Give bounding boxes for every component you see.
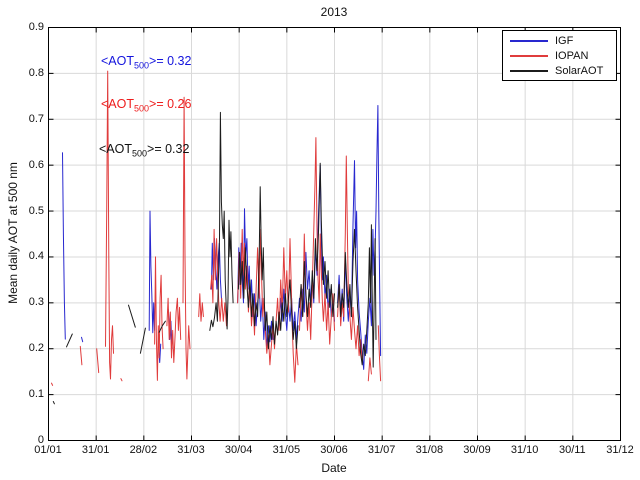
x-tick-label: 31/03: [177, 444, 205, 456]
series-igf: [148, 210, 156, 334]
series-igf: [210, 238, 223, 304]
y-tick-label: 0.9: [28, 21, 44, 33]
y-tick-label: 0: [37, 434, 44, 446]
x-tick-label: 30/09: [463, 444, 491, 456]
series-iopan: [166, 297, 182, 363]
mean-aot-annotation: <AOT500>= 0.32: [101, 54, 192, 71]
series-iopan: [154, 256, 164, 381]
legend-label: SolarAOT: [555, 64, 604, 77]
x-tick-label: 30/11: [558, 444, 586, 456]
legend-label: IGF: [555, 34, 574, 47]
series-solaraot: [128, 304, 136, 328]
series-solaraot: [237, 186, 299, 350]
y-tick-label: 0.6: [28, 158, 44, 171]
mean-aot-annotation: <AOT500>= 0.32: [99, 142, 190, 159]
mean-aot-annotation: <AOT500>= 0.26: [101, 97, 192, 114]
x-tick-label: 01/01: [34, 444, 62, 456]
series-solaraot: [52, 401, 55, 405]
x-axis-label: Date: [321, 461, 347, 475]
x-tick-label: 31/08: [415, 444, 444, 456]
x-tick-label: 30/06: [320, 444, 348, 456]
y-tick-label: 0.7: [28, 112, 44, 125]
y-tick-label: 0.1: [28, 388, 44, 401]
series-iopan: [96, 348, 100, 374]
series-solaraot: [158, 320, 166, 333]
series-solaraot: [66, 333, 73, 348]
series-solaraot: [209, 111, 234, 331]
legend-item-solaraot: SolarAOT: [503, 63, 616, 78]
series-iopan: [51, 382, 54, 386]
y-axis-label: Mean daily AOT at 500 nm: [6, 162, 20, 304]
series-iopan: [237, 228, 299, 383]
x-tick-label: 31/12: [606, 444, 634, 456]
series-iopan: [182, 96, 191, 380]
y-tick-label: 0.8: [28, 66, 44, 79]
x-tick-label: 31/01: [81, 444, 110, 456]
x-tick-label: 28/02: [129, 444, 158, 456]
series-solaraot: [139, 327, 146, 354]
series-iopan: [198, 293, 204, 322]
y-tick-label: 0.3: [28, 296, 44, 309]
legend-label: IOPAN: [555, 49, 589, 62]
series-iopan: [105, 70, 114, 380]
legend-line-sample: [510, 69, 548, 72]
series-iopan: [337, 155, 363, 363]
series-iopan: [120, 378, 123, 382]
legend: IGF IOPAN SolarAOT: [502, 30, 617, 81]
series-igf: [237, 208, 274, 350]
x-tick-label: 31/10: [510, 444, 539, 456]
series-solaraot: [337, 224, 377, 368]
legend-line-sample: [510, 54, 548, 57]
y-tick-label: 0.5: [28, 204, 44, 217]
series-iopan: [210, 228, 227, 327]
plot-title: 2013: [320, 5, 348, 19]
y-tick-label: 0.4: [28, 250, 44, 263]
y-tick-label: 0.2: [28, 342, 44, 355]
legend-line-sample: [510, 39, 548, 42]
series-iopan: [377, 325, 382, 382]
x-tick-label: 30/04: [224, 444, 253, 456]
x-tick-label: 31/05: [272, 444, 301, 456]
series-solaraot: [299, 162, 335, 318]
x-tick-label: 31/07: [367, 444, 396, 456]
series-iopan: [367, 357, 372, 382]
series-igf: [62, 152, 66, 340]
axes-box: [48, 27, 621, 441]
series-iopan: [79, 345, 83, 366]
series-iopan: [299, 137, 335, 345]
legend-item-iopan: IOPAN: [503, 48, 616, 63]
legend-item-igf: IGF: [503, 33, 616, 48]
plot-area: [48, 27, 621, 441]
series-igf: [81, 336, 84, 343]
